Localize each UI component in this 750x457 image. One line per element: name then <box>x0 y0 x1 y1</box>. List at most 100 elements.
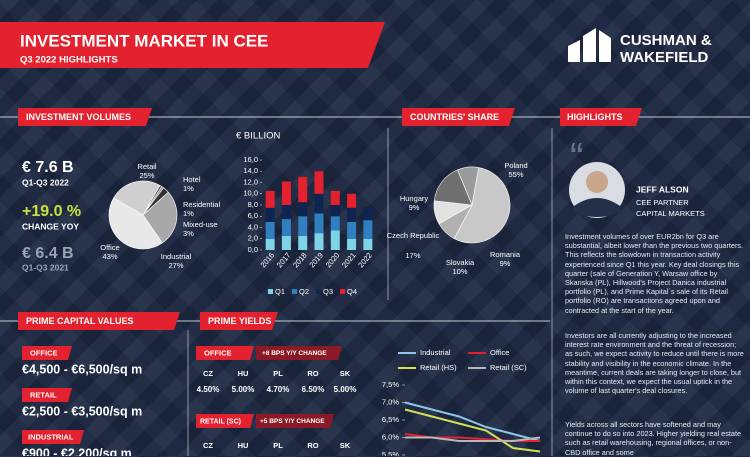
bar-segment <box>330 230 340 250</box>
x-tick-label: 2017 <box>275 251 293 270</box>
legend-swatch <box>268 289 273 294</box>
bar-segment <box>347 238 357 250</box>
y-tick-label: 5,5% <box>382 450 399 456</box>
slice-value: 1% <box>183 209 194 218</box>
bar-segment <box>298 235 308 250</box>
stat-label: Q1-Q3 2022 <box>22 177 69 187</box>
slice-value: 10% <box>452 267 467 276</box>
bar-segment <box>265 221 275 239</box>
logo-text: CUSHMAN & <box>620 32 712 49</box>
x-tick-label: 2021 <box>340 251 358 270</box>
country-code: SK <box>340 369 351 378</box>
portrait-suit <box>574 198 620 217</box>
country-code: SK <box>340 441 351 450</box>
bar-segment <box>314 171 324 194</box>
stat-value: € 6.4 B <box>22 245 74 262</box>
person-name: JEFF ALSON <box>636 184 689 194</box>
pie-slice <box>108 197 163 250</box>
y-tick-label: 2,0 <box>248 234 258 243</box>
chart-title: € BILLION <box>236 131 280 142</box>
bar-segment <box>314 193 324 214</box>
bar-segment <box>314 233 324 250</box>
sector-tag <box>196 346 254 360</box>
sector-tag <box>196 414 254 428</box>
sector-tag <box>22 430 84 444</box>
legend-swatch <box>340 289 345 294</box>
x-tick-label: 2018 <box>291 251 309 270</box>
slice-label: Hungary <box>400 194 429 203</box>
bar-segment <box>281 181 291 205</box>
legend-label: Q3 <box>323 287 333 296</box>
section-heading: INVESTMENT VOLUMES <box>26 112 131 122</box>
pie-slice <box>142 191 178 244</box>
heading-tag <box>560 108 642 126</box>
paragraph: Investors are all currently adjusting to… <box>565 331 744 396</box>
pie-slice <box>113 180 161 216</box>
y-tick-label: 12,0 <box>243 177 258 186</box>
yield-value: 5.00% <box>232 385 255 394</box>
slice-label: Mixed-use <box>183 220 218 229</box>
legend-swatch <box>316 289 321 294</box>
legend-label: Industrial <box>420 348 451 357</box>
stat-value: +19.0 % <box>22 203 81 220</box>
bar-segment <box>330 216 340 231</box>
line-series <box>404 408 541 453</box>
legend-label: Q4 <box>347 287 357 296</box>
bar-segment <box>363 220 373 239</box>
slice-label: Residential <box>183 200 220 209</box>
sector: RETAIL <box>30 390 57 399</box>
legend-label: Q1 <box>275 287 285 296</box>
yield-change: +8 BPS Y/Y CHANGE <box>262 350 327 357</box>
x-tick-label: 2022 <box>356 251 374 270</box>
slice-label: Slovakia <box>446 258 475 267</box>
person-role: CAPITAL MARKETS <box>636 209 705 218</box>
bar-segment <box>298 216 308 236</box>
y-tick-label: 6,0% <box>382 432 399 441</box>
yield-value: 6.50% <box>302 385 325 394</box>
change-tag <box>256 346 342 360</box>
quote-mark: “ <box>570 136 583 180</box>
sector-tag <box>22 346 72 360</box>
person-role: CEE PARTNER <box>636 198 689 207</box>
yield-value: 4.70% <box>267 385 290 394</box>
slice-label: Office <box>100 243 119 252</box>
heading-tag <box>18 312 180 330</box>
y-tick-label: 6,0 <box>248 211 258 220</box>
bar-segment <box>281 235 291 250</box>
slice-label: Poland <box>504 161 527 170</box>
y-tick-label: 6,5% <box>382 415 399 424</box>
y-tick-label: 7,0% <box>382 397 399 406</box>
x-tick-label: 2020 <box>324 251 342 270</box>
header-banner <box>0 22 385 68</box>
y-tick-label: 16,0 <box>243 155 258 164</box>
legend-swatch <box>292 289 297 294</box>
y-tick-label: 8,0 <box>248 200 258 209</box>
slice-value: 3% <box>183 229 194 238</box>
bar-segment <box>281 219 291 236</box>
legend-label: Q2 <box>299 287 309 296</box>
line-series <box>405 436 541 442</box>
paragraph: Yields across all sectors have softened … <box>565 420 742 457</box>
y-tick-label: 7,5% <box>382 380 399 389</box>
bar-segment <box>363 238 373 250</box>
pie-slice <box>453 167 511 244</box>
slice-value: 55% <box>508 170 523 179</box>
slice-label: Industrial <box>161 252 192 261</box>
yield-change: +5 BPS Y/Y CHANGE <box>260 418 325 425</box>
country-code: RO <box>307 369 318 378</box>
sector: INDUSTRIAL <box>28 432 74 441</box>
y-tick-label: 14,0 <box>243 166 258 175</box>
x-tick-label: 2016 <box>259 251 277 270</box>
bar-segment <box>298 202 308 217</box>
bar-segment <box>330 205 340 217</box>
slice-label: Romania <box>490 250 521 259</box>
country-code: HU <box>238 369 249 378</box>
sector: OFFICE <box>204 348 232 357</box>
slice-value: 9% <box>500 259 511 268</box>
bar-segment <box>265 190 275 208</box>
stat-label: CHANGE YOY <box>22 221 79 231</box>
y-tick-label: 4,0 <box>248 222 258 231</box>
legend-label: Retail (HS) <box>420 363 457 372</box>
stat-label: Q1-Q3 2021 <box>22 262 69 272</box>
